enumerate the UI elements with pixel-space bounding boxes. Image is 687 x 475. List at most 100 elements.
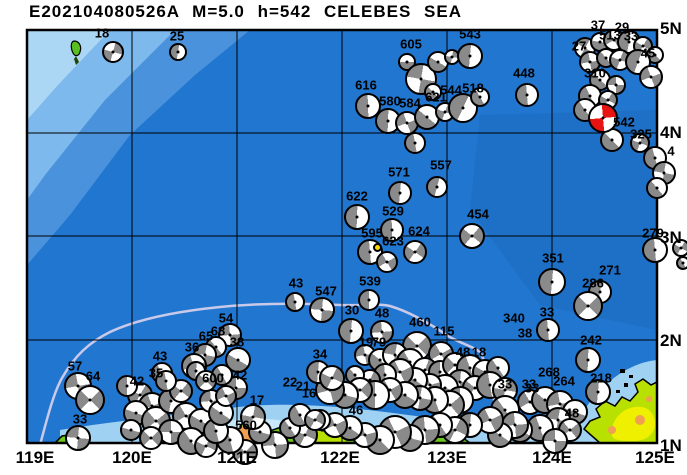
depth-label: 279 xyxy=(642,225,664,241)
x-axis-label: 125E xyxy=(635,448,675,467)
depth-label: 43 xyxy=(152,348,168,364)
depth-label: 4 xyxy=(667,143,675,159)
focal-mechanism xyxy=(352,422,378,448)
depth-label: 448 xyxy=(513,65,535,81)
focal-mechanism xyxy=(542,428,568,454)
depth-label: 37 xyxy=(590,17,606,33)
island-speck xyxy=(629,375,633,378)
depth-label: 529 xyxy=(382,203,404,219)
x-axis-label: 124E xyxy=(532,448,572,467)
depth-label: 622 xyxy=(346,188,368,204)
depth-label: 64 xyxy=(85,368,101,384)
depth-label: 560 xyxy=(235,417,257,433)
focal-mechanism xyxy=(155,370,177,392)
depth-label: 584 xyxy=(399,95,421,111)
focal-mechanism xyxy=(370,320,394,344)
focal-mechanism xyxy=(404,132,426,154)
focal-mechanism xyxy=(538,268,566,296)
focal-mechanism xyxy=(75,385,105,415)
depth-label: 325 xyxy=(630,126,652,142)
x-axis-label: 123E xyxy=(427,448,467,467)
depth-label: 33 xyxy=(623,28,639,44)
depth-label: 218 xyxy=(590,370,612,386)
depth-label: 268 xyxy=(538,364,560,380)
depth-label: 595 xyxy=(361,225,383,241)
y-axis-label: 3N xyxy=(660,228,682,247)
x-axis-label: 122E xyxy=(320,448,360,467)
focal-mechanism xyxy=(338,318,364,344)
depth-label: 19 xyxy=(358,334,374,350)
depth-label: 33 xyxy=(521,376,537,392)
depth-label: 557 xyxy=(430,157,452,173)
focal-mechanism xyxy=(240,404,266,430)
focal-mechanism xyxy=(139,426,163,450)
depth-label: 18 xyxy=(471,344,487,360)
depth-label: 513 xyxy=(599,27,621,43)
focal-mechanism xyxy=(344,204,370,230)
land-orange-spot xyxy=(646,396,652,402)
focal-mechanism xyxy=(355,93,381,119)
depth-label: 340 xyxy=(503,310,525,326)
depth-label: 57 xyxy=(67,358,83,374)
depth-label: 48 xyxy=(374,305,390,321)
focal-mechanism xyxy=(388,181,412,205)
focal-mechanism xyxy=(65,425,91,451)
land-orange-spot xyxy=(635,415,645,425)
land-orange-spot xyxy=(608,426,616,434)
depth-label: 621 xyxy=(425,89,447,105)
depth-label: 48 xyxy=(455,344,471,360)
focal-mechanism xyxy=(424,83,442,101)
focal-mechanism xyxy=(630,133,650,153)
depth-label: 68 xyxy=(210,323,226,339)
small-event-marker xyxy=(372,242,382,252)
focal-mechanism xyxy=(585,379,611,405)
focal-mechanism xyxy=(403,240,427,264)
depth-label: 16 xyxy=(301,385,317,401)
depth-label: 43 xyxy=(288,275,304,291)
island-speck xyxy=(620,369,625,373)
depth-label: 242 xyxy=(580,332,602,348)
focal-mechanism xyxy=(426,176,448,198)
y-axis-label: 1N xyxy=(660,436,682,455)
x-axis-label: 121E xyxy=(217,448,257,467)
focal-mechanism xyxy=(575,347,601,373)
focal-mechanism xyxy=(285,292,305,312)
island-nw-tail xyxy=(74,56,79,65)
focal-mechanism xyxy=(457,43,483,69)
depth-label: 351 xyxy=(542,250,564,266)
focal-mechanism xyxy=(515,83,539,107)
depth-label: 29 xyxy=(614,19,630,35)
depth-label: 65 xyxy=(198,328,214,344)
depth-label: 38 xyxy=(229,334,245,350)
depth-label: 286 xyxy=(582,275,604,291)
deep-basin-shading xyxy=(470,110,657,330)
depth-label: 42 xyxy=(129,373,145,389)
focal-mechanism xyxy=(625,49,651,75)
depth-label: 17 xyxy=(249,392,265,408)
depth-label: 45 xyxy=(640,45,656,61)
depth-label: 48 xyxy=(564,405,580,421)
depth-label: 616 xyxy=(355,77,377,93)
island-speck xyxy=(624,383,628,387)
depth-label: 539 xyxy=(359,273,381,289)
depth-label: 460 xyxy=(409,314,431,330)
island-speck xyxy=(616,390,620,393)
depth-label: 271 xyxy=(599,262,621,278)
main-event-focal-mechanism xyxy=(588,103,618,133)
focal-mechanism xyxy=(380,218,404,242)
depth-label: 543 xyxy=(459,26,481,42)
depth-label: 21 xyxy=(295,378,311,394)
depth-label: 25 xyxy=(169,28,185,44)
focal-mechanism xyxy=(309,297,335,323)
focal-mechanism xyxy=(376,251,398,273)
depth-label: 454 xyxy=(467,206,489,222)
depth-label: 36 xyxy=(184,339,200,355)
map-title: E202104080526A M=5.0 h=542 CELEBES SEA xyxy=(29,2,462,21)
depth-label: 35 xyxy=(148,365,164,381)
depth-label: 605 xyxy=(400,36,422,52)
focal-mechanism xyxy=(676,256,687,270)
focal-mechanism xyxy=(195,370,217,392)
depth-label: 27 xyxy=(571,38,587,54)
depth-label: 600 xyxy=(202,370,224,386)
